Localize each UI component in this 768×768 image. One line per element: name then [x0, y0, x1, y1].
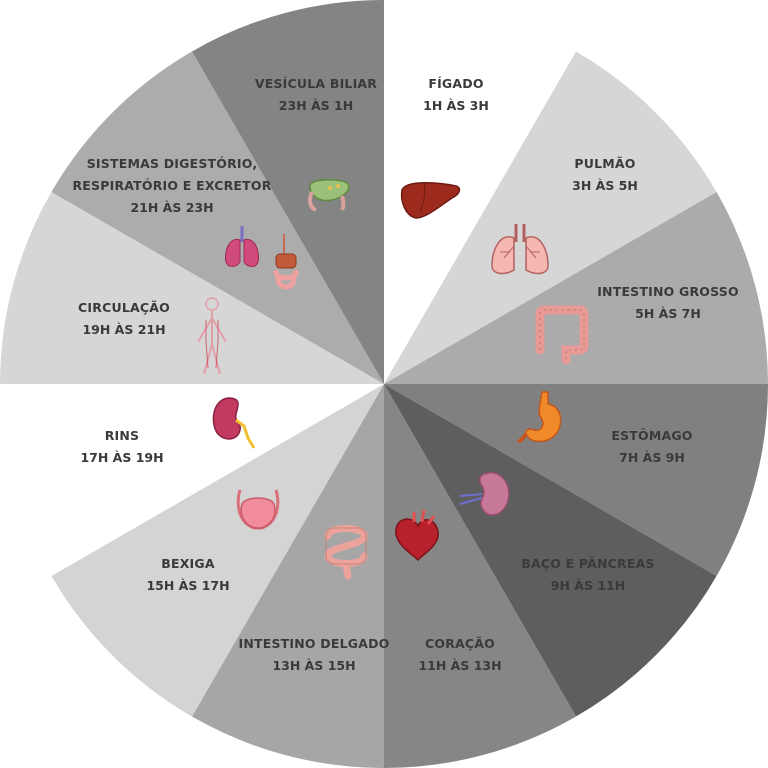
- kidney-icon: [212, 397, 256, 449]
- segment-time-label: 21H ÀS 23H: [130, 200, 213, 215]
- wheel-segment: [384, 51, 717, 384]
- segment-time-label: 7H ÀS 9H: [619, 450, 685, 465]
- segment-organ-label: SISTEMAS DIGESTÓRIO,: [87, 156, 258, 171]
- wheel-segment: [384, 384, 768, 576]
- segment-organ-label: BEXIGA: [161, 556, 215, 571]
- wheel-segment: [0, 384, 384, 576]
- wheel-segment: [192, 384, 384, 768]
- wheel-segment: [384, 192, 768, 384]
- wheel-segment: [384, 384, 717, 717]
- wheel-segment: [0, 192, 384, 384]
- segment-organ-label: CIRCULAÇÃO: [78, 300, 170, 315]
- segment-time-label: 19H ÀS 21H: [82, 322, 165, 337]
- segment-organ-label: RESPIRATÓRIO E EXCRETOR: [72, 178, 271, 193]
- segment-organ-label: FÍGADO: [428, 76, 483, 91]
- circulation-icon: [197, 297, 227, 375]
- gallbladder-icon: [307, 179, 350, 212]
- wheel-segment: [192, 0, 384, 384]
- bladder-icon: [236, 489, 280, 530]
- wheel-segment: [51, 51, 384, 384]
- lungs-icon: [491, 224, 549, 275]
- segment-organ-label: RINS: [105, 428, 140, 443]
- segment-time-label: 17H ÀS 19H: [80, 450, 163, 465]
- segment-time-label: 13H ÀS 15H: [272, 658, 355, 673]
- segment-time-label: 11H ÀS 13H: [418, 658, 501, 673]
- segment-time-label: 3H ÀS 5H: [572, 178, 638, 193]
- large-intestine-icon: [535, 305, 589, 365]
- small-intestine-icon: [324, 525, 368, 580]
- segment-organ-label: BAÇO E PÂNCREAS: [521, 556, 654, 571]
- segment-organ-label: CORAÇÃO: [425, 636, 495, 651]
- liver-icon: [400, 182, 461, 219]
- segment-organ-label: VESÍCULA BILIAR: [255, 76, 377, 91]
- heart-icon: [395, 509, 439, 562]
- segment-organ-label: PULMÃO: [574, 156, 635, 171]
- stomach-icon: [516, 391, 562, 443]
- segment-time-label: 9H ÀS 11H: [551, 578, 625, 593]
- segment-time-label: 23H ÀS 1H: [279, 98, 353, 113]
- segment-time-label: 5H ÀS 7H: [635, 306, 701, 321]
- wheel-segment: [384, 384, 576, 768]
- segment-organ-label: INTESTINO DELGADO: [238, 636, 389, 651]
- segment-organ-label: INTESTINO GROSSO: [597, 284, 739, 299]
- segment-organ-label: ESTÔMAGO: [611, 428, 692, 443]
- wheel-segment: [51, 384, 384, 717]
- segment-time-label: 15H ÀS 17H: [146, 578, 229, 593]
- spleen-icon: [459, 471, 510, 516]
- organ-systems-icon: [225, 226, 299, 290]
- wheel-segment: [384, 0, 576, 384]
- segment-time-label: 1H ÀS 3H: [423, 98, 489, 113]
